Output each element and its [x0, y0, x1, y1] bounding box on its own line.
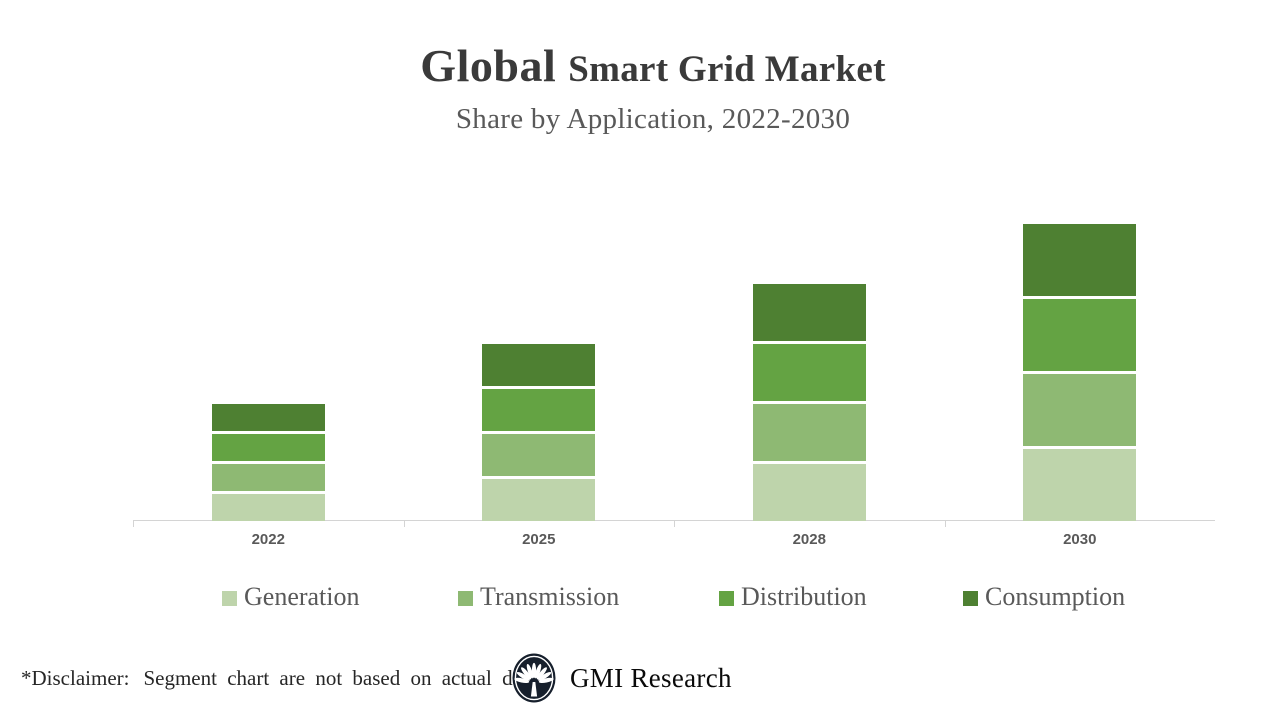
segment-transmission-2028 [752, 404, 866, 461]
legend-swatch-consumption [963, 591, 978, 606]
x-axis-tick [133, 521, 134, 527]
disclaimer: *Disclaimer: Segment chart are not based … [21, 666, 537, 691]
gmi-logo-icon [512, 653, 556, 703]
x-axis-tick [945, 521, 946, 527]
disclaimer-label: *Disclaimer: [21, 666, 130, 690]
legend-item-consumption: Consumption [963, 582, 1125, 612]
title-secondary: Smart Grid Market [568, 49, 886, 90]
disclaimer-text: Segment chart are not based on actual da… [143, 666, 538, 690]
bar-2025 [482, 344, 596, 521]
brand-lockup: GMI Research [512, 653, 732, 703]
segment-consumption-2028 [752, 284, 866, 341]
legend-item-transmission: Transmission [458, 582, 619, 612]
legend-label-generation: Generation [244, 582, 360, 611]
x-axis-label-2025: 2025 [522, 531, 556, 548]
chart-title: Global Smart Grid Market [26, 42, 1280, 101]
segment-transmission-2022 [211, 464, 325, 491]
title-primary: Global [420, 40, 557, 91]
bar-2028 [752, 284, 866, 521]
x-axis-tick [404, 521, 405, 527]
segment-distribution-2022 [211, 434, 325, 461]
segment-generation-2025 [482, 479, 596, 521]
legend-swatch-generation [222, 591, 237, 606]
legend-item-distribution: Distribution [719, 582, 867, 612]
x-axis-line [133, 520, 1215, 521]
x-axis-tick [674, 521, 675, 527]
legend-label-consumption: Consumption [985, 582, 1126, 611]
segment-consumption-2022 [211, 404, 325, 431]
chart-title-block: Global Smart Grid Market Share by Applica… [0, 42, 1280, 136]
segment-distribution-2025 [482, 389, 596, 431]
x-axis-label-2022: 2022 [251, 531, 285, 548]
legend-label-distribution: Distribution [741, 582, 867, 611]
segment-generation-2028 [752, 464, 866, 521]
segment-transmission-2030 [1023, 374, 1137, 446]
segment-generation-2022 [211, 494, 325, 521]
segment-consumption-2030 [1023, 224, 1137, 296]
x-axis-label-2030: 2030 [1063, 531, 1097, 548]
legend-swatch-distribution [719, 591, 734, 606]
brand-name: GMI Research [570, 662, 732, 693]
legend-label-transmission: Transmission [480, 582, 620, 611]
segment-distribution-2030 [1023, 299, 1137, 371]
segment-distribution-2028 [752, 344, 866, 401]
segment-consumption-2025 [482, 344, 596, 386]
legend-swatch-transmission [458, 591, 473, 606]
bar-2030 [1023, 224, 1137, 521]
legend-item-generation: Generation [222, 582, 360, 612]
x-axis-label-2028: 2028 [792, 531, 826, 548]
bar-2022 [211, 404, 325, 521]
segment-transmission-2025 [482, 434, 596, 476]
chart-subtitle: Share by Application, 2022-2030 [455, 103, 851, 135]
segment-generation-2030 [1023, 449, 1137, 521]
